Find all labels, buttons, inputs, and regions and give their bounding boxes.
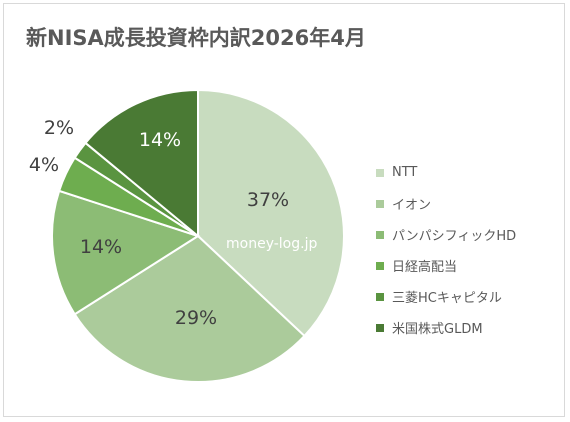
legend-swatch: [376, 199, 384, 208]
legend-swatch: [376, 261, 384, 270]
slice-data-label-5: 14%: [139, 129, 181, 151]
legend-label: 日経高配当: [392, 260, 458, 275]
legend-swatch: [376, 230, 384, 239]
watermark-text: money-log.jp: [226, 236, 318, 252]
legend-label: 米国株式GLDM: [392, 322, 483, 337]
legend-item-4: 三菱HCキャピタル: [376, 281, 516, 312]
legend-label: NTT: [392, 165, 418, 180]
legend-swatch: [376, 168, 384, 177]
slice-data-label-1: 29%: [175, 307, 217, 329]
legend-item-3: 日経高配当: [376, 250, 516, 281]
legend-swatch: [376, 323, 384, 332]
legend-item-0: NTT: [376, 157, 516, 188]
legend-item-5: 米国株式GLDM: [376, 312, 516, 343]
slice-data-label-3: 4%: [29, 154, 59, 176]
legend-label: イオン: [392, 198, 432, 213]
legend-swatch: [376, 292, 384, 301]
slice-data-label-0: 37%: [247, 189, 289, 211]
slice-data-label-2: 14%: [80, 236, 122, 258]
legend-label: 三菱HCキャピタル: [392, 291, 502, 306]
legend-item-1: イオン: [376, 188, 516, 219]
pie-slice-1: [73, 234, 306, 383]
legend-item-2: パンパシフィックHD: [376, 219, 516, 250]
chart-title: 新NISA成長投資枠内訳2026年4月: [26, 26, 366, 50]
pie-slice-0: [197, 88, 345, 338]
pie-slice-5: [84, 88, 199, 239]
chart-legend: NTT イオンパンパシフィックHD 日経高配当三菱HCキャピタル 米国株式GLDM: [376, 157, 516, 343]
slice-data-label-4: 2%: [44, 117, 74, 139]
pie-slice-2: [51, 189, 201, 316]
legend-label: パンパシフィックHD: [392, 229, 517, 244]
